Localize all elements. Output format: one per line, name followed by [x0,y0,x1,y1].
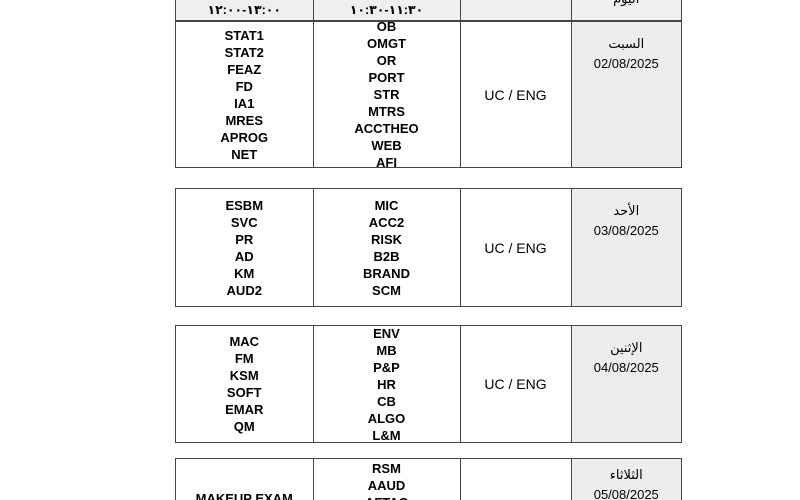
day-date: 04/08/2025 [593,360,659,375]
course-code: QM [233,419,255,434]
course-code: RSM [372,461,401,476]
course-code: BRAND [363,265,410,281]
period2-codes-cell: ESBM SVC PR AD KM AUD2 [176,189,313,306]
course-code: PR [235,231,254,247]
course-code: STAT1 [224,27,264,43]
day-date-cell: السبت 02/08/2025 [570,22,681,167]
header-mode-cell [459,0,571,20]
period1-codes-cell: MIC ACC2 RISK B2B BRAND SCM [312,189,460,306]
period1-codes-cell: OB OMGT OR PORT STR MTRS ACCTHEO WEB AFI [312,22,460,167]
course-code: APROG [220,129,269,145]
exam-mode-cell: UC / ENG [459,189,571,306]
course-code: OR [376,53,397,68]
period2-codes-cell: MAKEUP EXAM [176,459,313,500]
course-code: HR [377,376,396,392]
exam-day-block: STAT1 STAT2 FEAZ FD IA1 MRES APROG NET OB OMGT OR P… [175,21,682,168]
course-code: AFTAC [365,494,408,500]
course-code: STAT2 [224,44,264,60]
course-code: FM [234,351,254,366]
exam-mode-cell: UC / ENG [459,22,571,167]
day-date-cell: الثلاثاء 05/08/2025 [570,459,681,500]
exam-mode-label: UC / ENG [484,239,547,256]
day-name: السبت [608,36,645,51]
course-code: NET [231,146,258,162]
course-code: L&M [372,427,401,443]
course-code: OB [376,22,397,34]
course-code: EMAR [225,402,264,417]
day-date-cell: الأحد 03/08/2025 [570,189,681,306]
day-name: الإثنين [610,340,643,355]
exam-mode-label: UC / ENG [484,86,547,103]
period1-codes-cell: ENV MB P&P HR CB ALGO L&M [312,326,460,443]
course-code: AD [234,248,254,264]
course-code: ACCTHEO [354,121,419,136]
course-code: STR [373,87,400,102]
day-name: الثلاثاء [609,467,643,482]
course-code: MRES [225,112,264,128]
course-code: P&P [373,359,400,375]
course-code: FD [235,78,253,94]
course-code: AFI [376,155,397,167]
course-code: CB [377,393,396,409]
day-column-label: اليوم [572,0,682,7]
course-code: ENV [373,326,400,341]
course-code: MAC [229,334,260,349]
course-code: AUD2 [226,282,262,298]
course-code: ALGO [367,410,406,426]
course-code: IA1 [234,95,255,111]
header-period2-time-cell: ١٣:٠٠-١٢:٠٠ [176,0,313,20]
course-code: MTRS [368,104,405,119]
course-code: MB [376,342,397,358]
course-code: RISK [370,231,403,247]
course-code: AAUD [367,478,406,493]
course-code: MAKEUP EXAM [195,491,293,500]
exam-day-block: MAKEUP EXAM RSM AAUDAFTAC الثلاثاء 05/08/202… [175,458,682,500]
course-code: ESBM [225,197,264,213]
day-date: 03/08/2025 [593,223,659,238]
course-code: B2B [373,248,400,264]
period1-codes-cell: RSM AAUDAFTAC [312,459,460,500]
exam-mode-label: UC / ENG [484,376,547,392]
course-code: KSM [229,368,259,383]
exam-day-block: ESBM SVC PR AD KM AUD2 MIC ACC2 RISK B2B BRAND SCM U… [175,188,682,307]
day-name: الأحد [613,203,640,218]
period1-time-label: ١١:٣٠-١٠:٣٠ [349,3,424,17]
period2-codes-cell: STAT1 STAT2 FEAZ FD IA1 MRES APROG NET [176,22,313,167]
period2-time-label: ١٣:٠٠-١٢:٠٠ [207,3,282,17]
course-code: MIC [374,197,399,213]
header-period1-time-cell: ١١:٣٠-١٠:٣٠ [312,0,460,20]
period2-codes-cell: MAC FM KSM SOFT EMAR QM [176,326,313,442]
schedule-header-row: ١٣:٠٠-١٢:٠٠ ١١:٣٠-١٠:٣٠ اليوم [175,0,682,21]
course-code: FEAZ [227,61,262,77]
course-code: SOFT [226,385,262,400]
course-code: OMGT [367,36,406,51]
course-code: SVC [230,214,258,230]
course-code: ACC2 [368,214,405,230]
day-date: 05/08/2025 [593,487,659,500]
header-day-cell: اليوم [570,0,682,20]
day-date-cell: الإثنين 04/08/2025 [570,326,681,442]
course-code: WEB [371,138,402,153]
course-code: KM [234,265,255,281]
course-code: SCM [372,282,401,298]
day-date: 02/08/2025 [593,56,659,71]
exam-mode-cell [459,459,571,500]
exam-day-block: MAC FM KSM SOFT EMAR QM ENV MB P&P HR CB ALGO L&M UC … [175,325,682,443]
course-code: PORT [368,70,405,85]
exam-mode-cell: UC / ENG [459,326,571,442]
